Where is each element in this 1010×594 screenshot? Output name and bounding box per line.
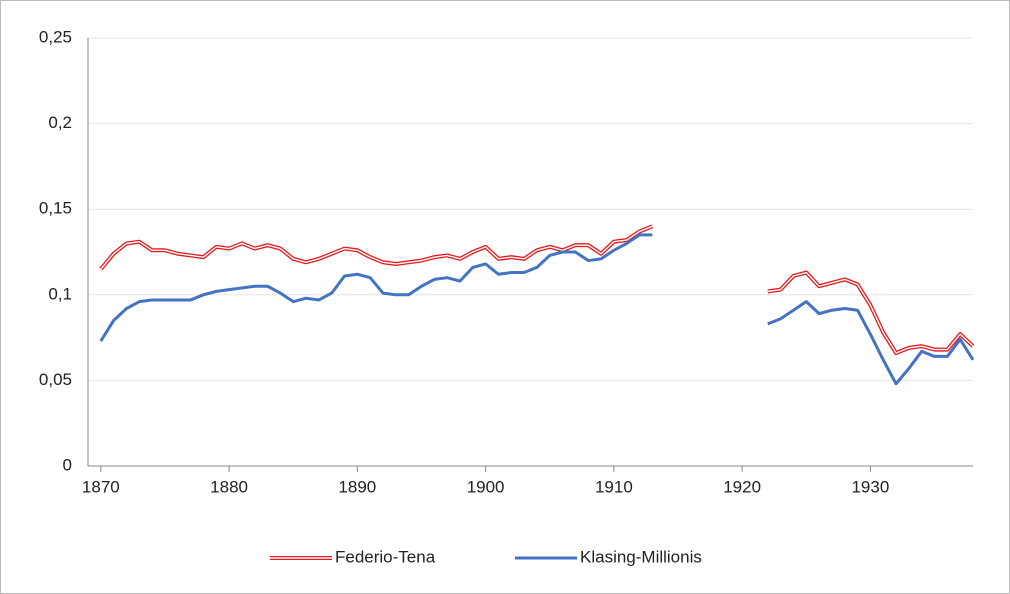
legend-label: Federio-Tena <box>335 547 436 566</box>
x-tick-label: 1920 <box>723 477 761 496</box>
legend-label: Klasing-Millionis <box>580 547 702 566</box>
x-tick-label: 1910 <box>595 477 633 496</box>
x-tick-label: 1880 <box>210 477 248 496</box>
x-tick-label: 1930 <box>851 477 889 496</box>
line-series-inner <box>100 225 974 354</box>
y-tick-label: 0 <box>63 455 72 474</box>
x-tick-label: 1900 <box>467 477 505 496</box>
y-tick-label: 0,15 <box>39 199 72 218</box>
line-series <box>99 233 975 386</box>
y-tick-label: 0,25 <box>39 27 72 46</box>
x-tick-label: 1870 <box>82 477 120 496</box>
y-tick-label: 0,05 <box>39 370 72 389</box>
x-tick-label: 1890 <box>338 477 376 496</box>
y-tick-label: 0,2 <box>48 113 72 132</box>
y-tick-label: 0,1 <box>48 284 72 303</box>
